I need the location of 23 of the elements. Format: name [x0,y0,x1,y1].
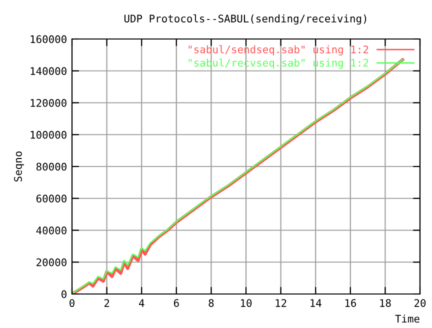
x-tick-label: 16 [345,299,356,307]
y-tick-label: 60000 [36,194,66,203]
y-tick-label: 0 [62,290,66,298]
chart-title: UDP Protocols--SABUL(sending/receiving) [124,14,366,25]
y-tick-label: 100000 [30,130,66,139]
x-tick-label: 12 [276,299,286,307]
x-tick-label: 14 [310,299,322,307]
x-tick-label: 6 [174,299,179,307]
y-tick-label: 20000 [36,258,66,266]
y-tick-label: 160000 [30,35,66,44]
y-axis-title: Seqno [14,152,24,182]
x-tick-label: 18 [380,299,391,307]
y-tick-label: 140000 [30,67,66,76]
y-tick-label: 120000 [30,99,66,107]
x-tick-label: 4 [138,299,144,307]
y-tick-label: 80000 [36,162,66,171]
x-tick-label: 8 [208,299,214,307]
x-tick-label: 2 [104,299,110,307]
x-axis-title: Time [395,314,420,323]
x-tick-label: 10 [240,299,252,307]
x-tick-label: 20 [414,299,426,307]
y-tick-label: 40000 [36,226,66,234]
x-tick-label: 0 [70,299,74,307]
